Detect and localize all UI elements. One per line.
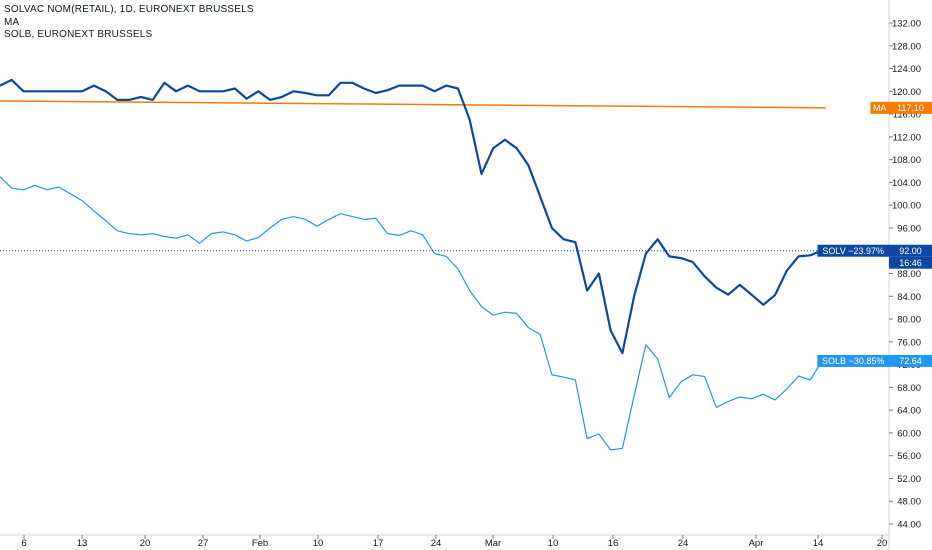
y-tick-label: 128.00 bbox=[892, 41, 921, 52]
solv-name-text: SOLV −23.97% bbox=[822, 246, 884, 256]
ma-value-text: 117.10 bbox=[897, 103, 924, 113]
solb-name-text: SOLB −30.85% bbox=[822, 356, 884, 366]
y-tick-label: 84.00 bbox=[897, 292, 921, 303]
solv-line bbox=[0, 78, 823, 355]
y-tick-label: 116.00 bbox=[893, 110, 921, 121]
x-tick-label: 10 bbox=[313, 538, 324, 549]
solv-value-tag bbox=[889, 244, 932, 257]
y-tick-label: 88.00 bbox=[897, 269, 921, 280]
y-tick-label: 100.00 bbox=[892, 201, 921, 212]
x-tick-label: 14 bbox=[813, 538, 824, 549]
y-tick-label: 96.00 bbox=[897, 223, 921, 234]
series-layer bbox=[0, 78, 889, 451]
time-axis[interactable]: 6 13 20 27 Feb 10 17 24 Mar 10 16 24 Apr 14 20 bbox=[0, 534, 889, 549]
solb-value-text: 72.64 bbox=[899, 356, 922, 366]
x-tick-label: 24 bbox=[431, 538, 442, 549]
solv-value-text: 92.00 bbox=[899, 246, 922, 256]
y-tick-label: 112.00 bbox=[893, 132, 921, 143]
y-tick-label: 52.00 bbox=[897, 474, 921, 485]
x-tick-label: 6 bbox=[21, 538, 26, 549]
x-tick-label: 13 bbox=[77, 538, 88, 549]
legend-compare-symbol[interactable]: SOLB, EURONEXT BRUSSELS bbox=[4, 29, 153, 40]
x-tick-label: 20 bbox=[877, 538, 888, 549]
y-tick-label: 132.00 bbox=[892, 19, 921, 30]
y-tick-label: 76.00 bbox=[897, 337, 921, 348]
legend-main-symbol[interactable]: SOLVAC NOM(RETAIL), 1D, EURONEXT BRUSSEL… bbox=[4, 4, 254, 15]
chart-legend: SOLVAC NOM(RETAIL), 1D, EURONEXT BRUSSEL… bbox=[4, 4, 254, 42]
x-tick-label: Apr bbox=[749, 538, 764, 549]
x-tick-label: 17 bbox=[373, 538, 384, 549]
x-tick-label: Mar bbox=[485, 538, 501, 549]
x-tick-label: 27 bbox=[198, 538, 209, 549]
y-tick-label: 104.00 bbox=[892, 178, 921, 189]
countdown-tag bbox=[889, 256, 932, 269]
x-tick-label: 10 bbox=[548, 538, 559, 549]
x-tick-label: 16 bbox=[608, 538, 619, 549]
y-tick-label: 48.00 bbox=[897, 497, 921, 508]
solb-value-tag bbox=[889, 354, 932, 367]
price-labels: MA 117.10 SOLV −23.97% 92.00 16:46 SOLB −30.8… bbox=[817, 101, 932, 367]
y-tick-label: 108.00 bbox=[892, 155, 921, 166]
x-tick-label: Feb bbox=[252, 538, 268, 549]
y-tick-label: 80.00 bbox=[897, 315, 921, 326]
y-tick-label: 44.00 bbox=[897, 520, 921, 531]
price-axis[interactable]: 132.00 128.00 124.00 120.00 116.00 112.00 108.… bbox=[888, 0, 921, 550]
y-tick-label: 68.00 bbox=[897, 383, 921, 394]
solv-name-tag bbox=[817, 244, 889, 257]
legend-ma-indicator[interactable]: MA bbox=[4, 16, 20, 28]
countdown-text: 16:46 bbox=[899, 258, 922, 268]
y-tick-label: 60.00 bbox=[897, 428, 921, 439]
ma-line bbox=[0, 100, 827, 109]
ma-name-tag bbox=[870, 101, 889, 114]
ma-value-tag bbox=[889, 101, 932, 114]
x-tick-label: 20 bbox=[140, 538, 151, 549]
solb-line bbox=[0, 176, 823, 451]
solb-name-tag bbox=[817, 354, 889, 367]
y-tick-label: 124.00 bbox=[892, 64, 921, 75]
ma-name-text: MA bbox=[873, 103, 887, 113]
y-tick-label: 64.00 bbox=[897, 406, 921, 417]
y-tick-label: 120.00 bbox=[892, 87, 921, 98]
x-tick-label: 24 bbox=[678, 538, 689, 549]
y-tick-label: 56.00 bbox=[897, 451, 921, 462]
